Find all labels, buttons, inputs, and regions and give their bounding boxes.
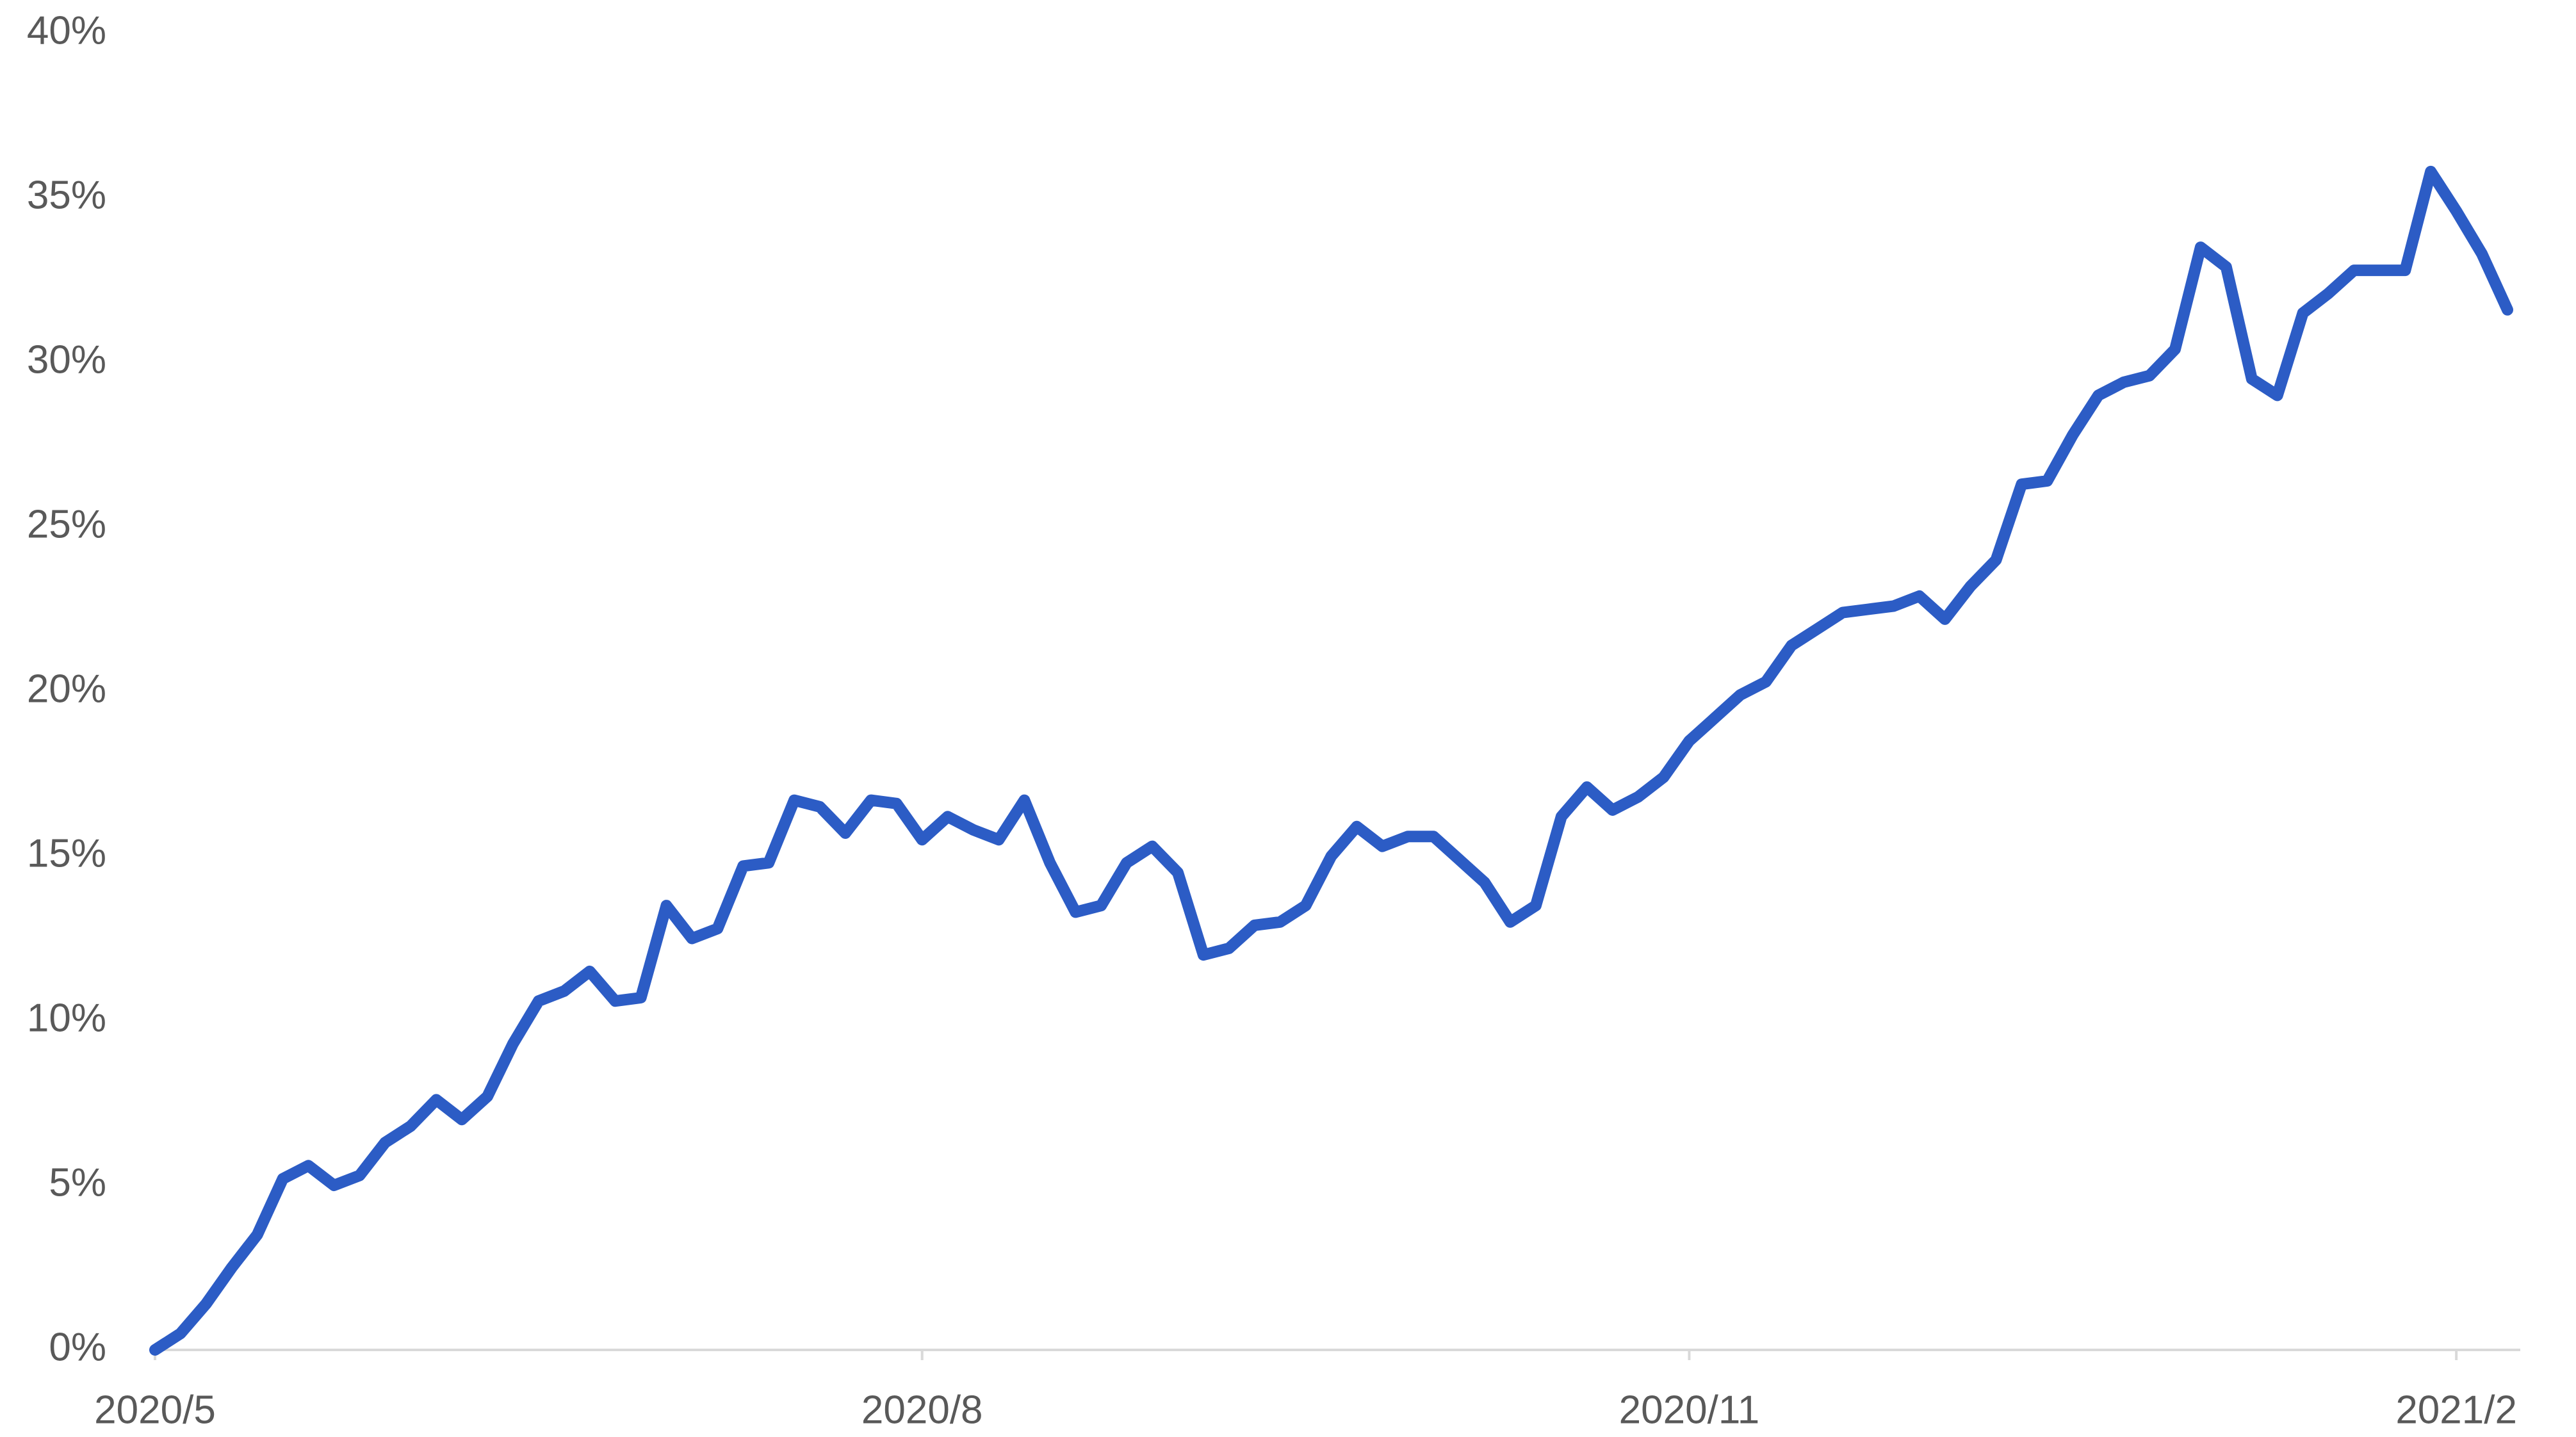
x-tick-label: 2020/11 <box>1619 1388 1760 1432</box>
y-tick-label: 10% <box>27 996 106 1040</box>
y-tick-label: 20% <box>27 667 106 711</box>
data-line <box>149 165 2513 1356</box>
x-tick-label: 2020/5 <box>94 1388 216 1432</box>
y-tick-label: 35% <box>27 173 106 217</box>
y-tick-label: 30% <box>27 337 106 382</box>
y-tick-label: 25% <box>27 502 106 546</box>
x-tick-label: 2020/8 <box>861 1388 983 1432</box>
y-tick-label: 5% <box>49 1160 106 1205</box>
x-tick-label: 2021/2 <box>2395 1388 2517 1432</box>
y-tick-label: 15% <box>27 831 106 875</box>
y-tick-label: 0% <box>49 1325 106 1369</box>
y-tick-label: 40% <box>27 8 106 53</box>
